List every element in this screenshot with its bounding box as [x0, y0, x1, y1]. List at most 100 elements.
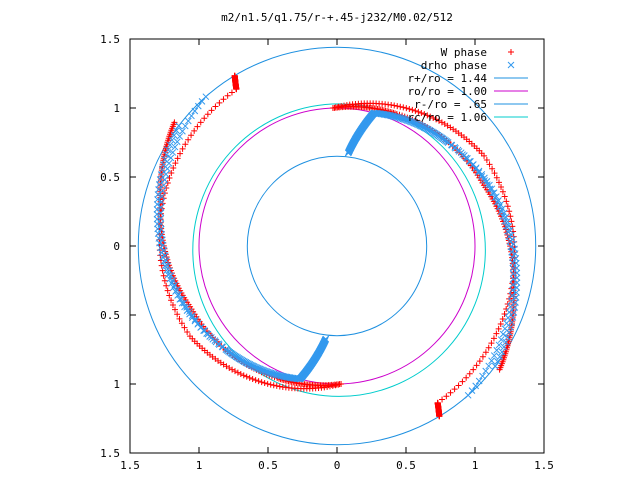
w-phase-point [208, 107, 215, 114]
drho-phase-point [184, 117, 192, 125]
w-phase-point [174, 311, 181, 318]
w-phase-point [201, 115, 208, 122]
w-phase-point [427, 113, 434, 120]
drho-phase-point [509, 281, 517, 288]
drho-phase-point [502, 338, 510, 346]
drho-phase-point [163, 257, 170, 265]
drho-phase-point [491, 194, 499, 202]
w-phase-point [240, 372, 247, 379]
w-phase-point [166, 292, 173, 299]
w-phase-point [493, 330, 500, 337]
x-tick-label: 0.5 [258, 459, 278, 472]
drho-phase-point [506, 238, 514, 245]
w-phase-point [483, 157, 490, 164]
w-phase-point [172, 160, 179, 167]
drho-phase-point [188, 112, 195, 120]
legend-marker [508, 49, 514, 55]
w-phase-point [224, 92, 231, 99]
drho-phase-point [495, 203, 503, 211]
drho-phase-point [188, 312, 196, 319]
drho-phase-point [501, 325, 509, 333]
w-phase-point [506, 208, 513, 215]
drho-phase-point [508, 254, 516, 261]
drho-phase-point [505, 308, 513, 316]
drho-phase-point [194, 319, 202, 327]
w-phase-point [495, 325, 502, 332]
w-phase-point [489, 165, 496, 172]
w-phase-point [439, 396, 446, 403]
w-phase-point [412, 107, 419, 114]
drho-phase-point [157, 225, 165, 233]
w-phase-point [486, 161, 493, 168]
w-phase-point [171, 119, 178, 126]
circle-r- [246, 155, 428, 337]
w-phase-point [447, 389, 454, 396]
w-phase-point [182, 141, 189, 148]
drho-phase-point [159, 187, 167, 195]
w-phase-point [443, 393, 450, 400]
drho-phase-point [484, 181, 491, 188]
w-phase-point [170, 165, 177, 172]
w-phase-point [493, 174, 500, 181]
drho-phase-point [158, 231, 166, 238]
w-phase-point [276, 383, 283, 390]
w-phase-point [179, 145, 186, 152]
drho-phase-point [479, 372, 486, 380]
w-phase-point [433, 116, 440, 123]
x-tick-label: 1.5 [120, 459, 140, 472]
drho-phase-point [509, 286, 516, 294]
x-tick-label: 0 [334, 459, 341, 472]
w-phase-point [490, 335, 497, 342]
w-phase-point [186, 333, 193, 340]
drho-phase-point [159, 241, 167, 249]
w-phase-point [185, 136, 192, 143]
w-phase-point [194, 123, 201, 130]
drho-phase-point [505, 233, 513, 240]
drho-phase-point [198, 98, 206, 105]
y-tick-label: 1 [113, 378, 120, 391]
drho-phase-point [499, 330, 507, 338]
drho-phase-point [485, 362, 493, 370]
drho-phase-point [160, 247, 168, 254]
drho-phase-point [178, 295, 185, 303]
w-phase-point [160, 272, 167, 279]
drho-phase-point [167, 154, 175, 162]
legend-label: W phase [441, 46, 487, 59]
w-phase-point [255, 378, 262, 385]
drho-phase-point [497, 208, 505, 215]
drho-phase-point [501, 217, 509, 225]
drho-phase-point [158, 193, 166, 200]
w-phase-point [249, 376, 256, 383]
drho-phase-point [493, 346, 501, 354]
drho-phase-point [160, 181, 168, 189]
circle-rc [192, 103, 486, 397]
w-phase-point [495, 179, 502, 186]
drho-phase-point [176, 133, 184, 140]
drho-phase-point [165, 267, 173, 275]
w-phase-point [264, 380, 271, 387]
drho-phase-point [486, 185, 494, 193]
w-phase-point [184, 328, 191, 335]
drho-phase-point [504, 314, 512, 322]
drho-phase-point [163, 151, 170, 159]
w-phase-point [164, 287, 171, 294]
w-phase-point [243, 373, 250, 380]
w-phase-point [403, 105, 410, 112]
plot-area: 1.5 1 0.5 0 0.5 1 1.51.510.500.511.5 [100, 33, 554, 472]
drho-phase-point [180, 299, 188, 307]
drho-phase-point [472, 165, 480, 173]
drho-phase-point [489, 189, 496, 197]
drho-phase-point [464, 391, 472, 399]
drho-phase-point [202, 93, 210, 101]
phase-points [153, 72, 521, 420]
w-phase-point [204, 111, 211, 118]
drho-phase-point [164, 262, 172, 270]
drho-phase-point [502, 222, 510, 230]
w-phase-point [267, 381, 274, 388]
chart-title: m2/n1.5/q1.75/r-+.45-j232/M0.02/512 [221, 11, 453, 24]
y-tick-label: 1.5 [100, 33, 120, 46]
drho-phase-point [444, 139, 452, 146]
w-phase-point [424, 112, 431, 119]
w-phase-point [169, 302, 176, 309]
w-phase-point [161, 277, 168, 284]
